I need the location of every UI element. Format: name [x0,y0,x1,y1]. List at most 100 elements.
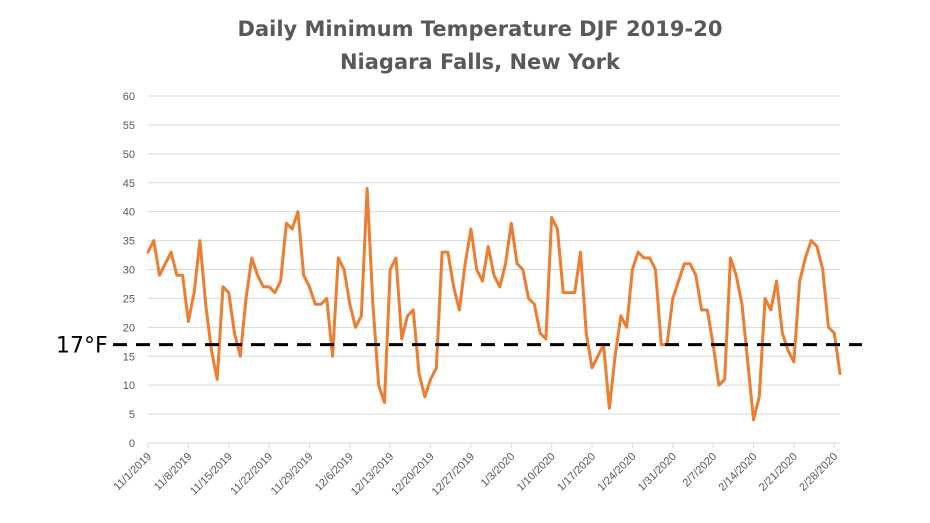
y-tick-label: 50 [123,149,135,161]
series-line-daily-minimum [146,187,842,422]
x-axis-ticks: 11/1/201911/8/201911/15/201911/22/201911… [112,443,840,498]
data-point [763,297,766,300]
data-point [446,251,449,254]
x-tick-label: 2/21/2020 [757,451,800,494]
data-point [314,303,317,306]
x-tick-label: 1/10/2020 [515,451,558,494]
data-point [539,332,542,335]
data-point [291,227,294,230]
data-point [637,251,640,254]
x-tick-label: 1/31/2020 [636,451,679,494]
data-point [573,291,576,294]
data-point [360,314,363,317]
data-point [354,326,357,329]
data-point [729,256,732,259]
data-point [781,332,784,335]
data-point [342,268,345,271]
data-point [308,285,311,288]
data-point [585,332,588,335]
data-point [804,256,807,259]
data-point [319,303,322,306]
data-point [596,355,599,358]
data-point [798,279,801,282]
data-point [515,262,518,265]
data-point [371,303,374,306]
data-point [810,239,813,242]
data-point [187,320,190,323]
data-point [158,274,161,277]
threshold-label: 17°F [56,334,108,359]
data-point [458,308,461,311]
data-point [619,314,622,317]
data-point [383,401,386,404]
data-point [590,366,593,369]
data-point [250,256,253,259]
data-point [758,395,761,398]
data-point [412,308,415,311]
y-tick-label: 35 [123,236,135,248]
y-tick-label: 15 [123,351,135,363]
data-point [608,407,611,410]
data-point [273,291,276,294]
data-point [210,349,213,352]
data-point [337,256,340,259]
x-tick-label: 11/29/2019 [269,451,316,498]
y-axis-ticks: 0 5 10 15 20 25 30 35 40 45 50 55 60 [123,91,135,450]
data-point [717,384,720,387]
data-point [735,274,738,277]
data-point [614,355,617,358]
x-tick-label: 2/7/2020 [680,451,719,490]
x-tick-label: 2/14/2020 [717,451,760,494]
data-point [510,222,513,225]
data-point [325,297,328,300]
data-point [227,291,230,294]
x-tick-label: 11/15/2019 [188,451,235,498]
x-tick-label: 12/6/2019 [313,451,356,494]
x-tick-label: 12/27/2019 [430,451,477,498]
data-point [677,279,680,282]
data-point [302,274,305,277]
y-tick-label: 10 [123,380,135,392]
y-tick-label: 5 [129,409,135,421]
data-point [498,285,501,288]
data-point [169,251,172,254]
data-point [527,297,530,300]
x-tick-label: 1/24/2020 [595,451,638,494]
chart-title: Daily Minimum Temperature DJF 2019-20 [238,17,723,41]
y-tick-label: 45 [123,178,135,190]
data-point [688,262,691,265]
data-point [417,372,420,375]
data-point [492,274,495,277]
data-point [175,274,178,277]
data-point [769,308,772,311]
data-point [787,349,790,352]
data-point [562,291,565,294]
data-point [366,187,369,190]
data-point [792,360,795,363]
data-point [821,268,824,271]
data-point [631,268,634,271]
data-point [331,355,334,358]
data-point [521,268,524,271]
y-tick-label: 60 [123,91,135,103]
data-point [198,239,201,242]
x-tick-label: 2/28/2020 [797,451,840,494]
data-point [204,303,207,306]
gridlines [148,95,840,444]
y-tick-label: 0 [129,438,135,450]
data-point [285,222,288,225]
data-point [146,251,149,254]
data-point [279,279,282,282]
data-point [256,274,259,277]
data-point [556,227,559,230]
data-point [441,251,444,254]
data-point [671,297,674,300]
data-point [700,308,703,311]
y-tick-label: 25 [123,293,135,305]
data-point [706,308,709,311]
data-point [481,279,484,282]
data-point [452,285,455,288]
x-tick-label: 1/3/2020 [479,451,518,490]
data-point [193,291,196,294]
data-point [296,210,299,213]
